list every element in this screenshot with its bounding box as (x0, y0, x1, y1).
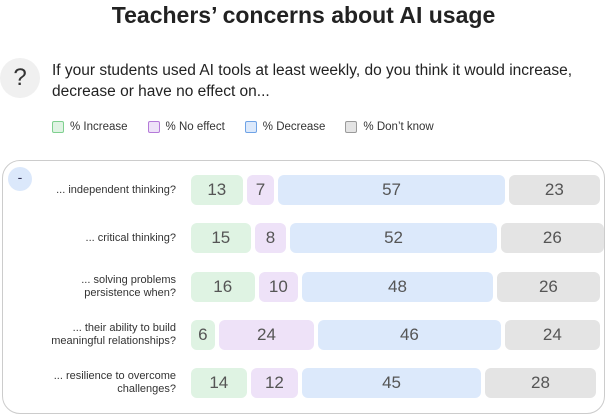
bar-segment: 24 (218, 319, 315, 350)
legend-item: % Increase (52, 121, 128, 133)
category-label: ... critical thinking? (85, 231, 176, 244)
bar-segment: 13 (191, 175, 243, 205)
legend-label: % No effect (165, 121, 225, 133)
help-icon: ? (0, 58, 40, 98)
bar-segment: 12 (250, 368, 299, 399)
bar-segment: 26 (496, 271, 601, 302)
legend-swatch (147, 121, 160, 133)
category-label: ... resilience to overcome challenges? (53, 370, 176, 396)
category-label: ... solving problems persistence when? (81, 273, 176, 299)
legend: % Increase % No effect % Decrease % Don’t k… (52, 121, 434, 133)
bar-segment: 16 (191, 271, 255, 302)
bar-segment: 23 (508, 175, 601, 205)
bar-segment: 6 (191, 319, 215, 350)
legend-swatch (345, 121, 358, 133)
chart-panel (2, 160, 605, 414)
legend-label: % Don’t know (363, 121, 434, 133)
legend-item: % No effect (147, 121, 225, 133)
bar-segment: 26 (500, 223, 604, 254)
question: If your students used AI tools at least … (52, 62, 573, 100)
bar-segment: 24 (504, 319, 601, 350)
legend-item: % Don’t know (345, 121, 434, 133)
collapse-button[interactable]: - (8, 167, 32, 191)
category-label: ... independent thinking? (56, 183, 176, 196)
bar-segment: 7 (246, 175, 275, 205)
bar-segment: 45 (302, 368, 481, 399)
legend-label: % Increase (70, 121, 128, 133)
bar-segment: 15 (191, 223, 251, 254)
bar-segment: 28 (484, 368, 597, 399)
bar-segment: 52 (290, 223, 497, 254)
bar-segment: 8 (254, 223, 287, 254)
legend-swatch (244, 121, 257, 133)
chart-title: Teachers’ concerns about AI usage (111, 2, 496, 28)
legend-swatch (52, 121, 64, 133)
bar-segment: 48 (302, 271, 493, 302)
bar-segment: 46 (318, 319, 501, 350)
legend-item: % Decrease (244, 121, 326, 133)
bar-segment: 14 (191, 368, 247, 399)
bar-segment: 10 (258, 271, 299, 302)
legend-label: % Decrease (262, 121, 326, 133)
bar-segment: 57 (278, 175, 505, 205)
category-label: ... their ability to build meaningful re… (51, 321, 176, 347)
